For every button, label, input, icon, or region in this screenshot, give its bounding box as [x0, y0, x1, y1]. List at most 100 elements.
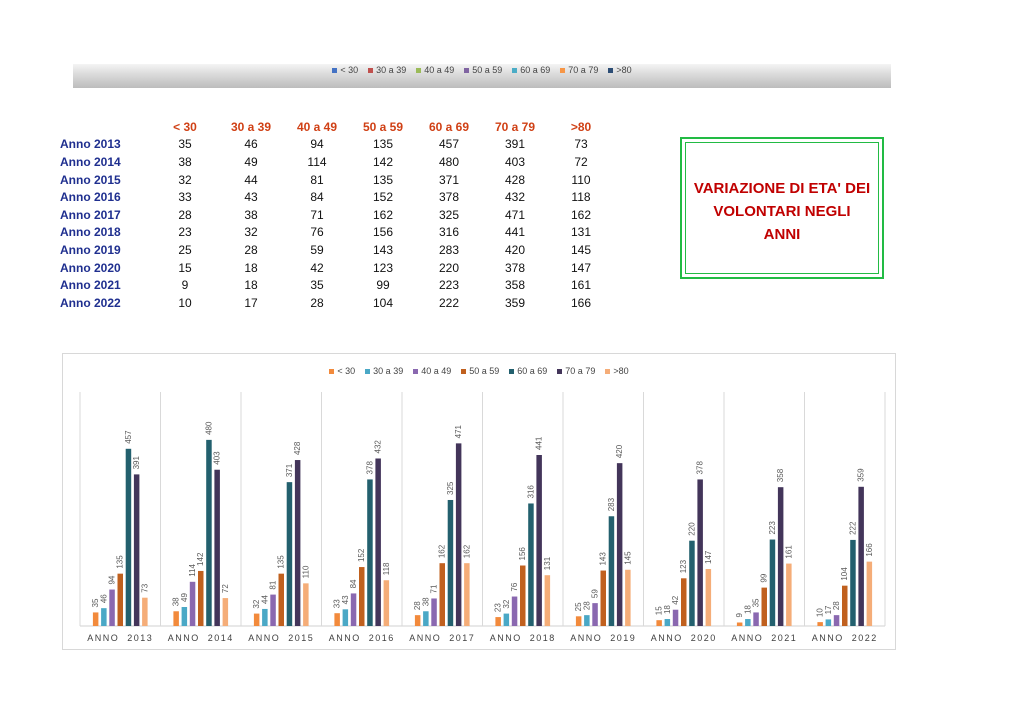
bar	[503, 613, 510, 626]
table-cell: 152	[372, 190, 394, 205]
chart-legend-swatch	[509, 368, 515, 374]
bar	[173, 611, 179, 626]
title-box: VARIAZIONE DI ETA' DEI VOLONTARI NEGLI A…	[680, 137, 884, 279]
bar-value-label: 18	[743, 605, 752, 614]
bar	[181, 607, 188, 626]
bar-value-label: 283	[607, 497, 616, 511]
bar	[600, 570, 606, 626]
table-cell: 35	[310, 278, 324, 293]
x-tick-label: ANNO 2017	[409, 633, 475, 643]
bar	[584, 615, 590, 626]
table-cell: 441	[504, 225, 526, 240]
bar	[375, 458, 381, 626]
table-cell: 73	[574, 137, 588, 152]
top-legend-swatch	[332, 67, 338, 73]
bar	[625, 569, 631, 626]
table-row: Anno 2013 35 46 94 135 457 391 73	[60, 136, 614, 154]
table-cell: 162	[570, 207, 592, 222]
table-row: Anno 2018 23 32 76 156 316 441 131	[60, 224, 614, 242]
top-legend-label: 40 a 49	[424, 65, 455, 75]
table-row-label: Anno 2015	[60, 172, 121, 187]
chart-legend-swatch	[461, 368, 467, 374]
table-column-header: 60 a 69	[428, 119, 470, 134]
bar	[664, 619, 671, 626]
bar-value-label: 118	[382, 562, 391, 575]
top-legend-label: 50 a 59	[472, 65, 503, 75]
table-cell: 42	[310, 260, 324, 275]
bar-value-label: 359	[857, 468, 866, 482]
table-cell: 59	[310, 242, 324, 257]
chart-legend-label: 50 a 59	[469, 366, 500, 376]
chart-legend-label: < 30	[337, 366, 356, 376]
bar-value-label: 123	[679, 559, 688, 573]
top-legend: < 30 30 a 39 40 a 49 50 a 59 60 a 69 70 a 79 >…	[73, 65, 891, 75]
chart-legend-label: 70 a 79	[565, 366, 596, 376]
x-tick-label: ANNO 2015	[248, 633, 314, 643]
bar-value-label: 43	[341, 595, 350, 604]
top-legend-swatch	[512, 67, 518, 73]
table-cell: 81	[310, 172, 324, 187]
bar-value-label: 76	[510, 582, 519, 591]
top-legend-swatch	[416, 67, 422, 73]
bar	[431, 598, 437, 626]
top-legend-item: 30 a 39	[368, 65, 406, 75]
chart-legend-item: >80	[605, 366, 629, 376]
bar	[672, 609, 679, 626]
bar	[222, 598, 229, 626]
bar	[214, 469, 220, 626]
table-cell: 94	[310, 137, 324, 152]
bar	[383, 580, 390, 626]
title-text: VARIAZIONE DI ETA' DEI VOLONTARI NEGLI A…	[693, 180, 871, 243]
chart-legend-item: 50 a 59	[461, 366, 499, 376]
bar-value-label: 143	[599, 552, 608, 566]
table-row-label: Anno 2014	[60, 154, 121, 169]
table-cell: 143	[372, 242, 394, 257]
table-row: Anno 2022 10 17 28 104 222 359 166	[60, 294, 614, 312]
table-cell: 23	[178, 225, 192, 240]
bar-value-label: 28	[413, 601, 422, 610]
bar-value-label: 94	[108, 575, 117, 584]
chart-legend-item: < 30	[329, 366, 355, 376]
table-cell: 15	[178, 260, 192, 275]
table-header-row: < 30 30 a 39 40 a 49 50 a 59 60 a 69 70 a 79 >…	[60, 118, 614, 136]
bar	[833, 615, 840, 626]
table-cell: 32	[244, 225, 258, 240]
table-cell: 131	[570, 225, 592, 240]
table-cell: 32	[178, 172, 192, 187]
chart-legend-item: 70 a 79	[557, 366, 595, 376]
bar	[342, 609, 349, 626]
table-row: Anno 2019 25 28 59 143 283 420 145	[60, 241, 614, 259]
bar	[278, 573, 284, 626]
bar	[592, 603, 598, 626]
bar	[464, 563, 470, 626]
x-tick-label: ANNO 2020	[651, 633, 717, 643]
bar-value-label: 162	[438, 544, 447, 558]
bar	[455, 443, 462, 626]
bar	[705, 569, 712, 626]
table-row-label: Anno 2016	[60, 190, 121, 205]
bar	[270, 594, 276, 626]
table-cell: 28	[310, 295, 324, 310]
bar-value-label: 403	[213, 451, 222, 465]
table-row: Anno 2021 9 18 35 99 223 358 161	[60, 276, 614, 294]
bar	[745, 619, 751, 626]
top-legend-swatch	[560, 67, 566, 73]
table-cell: 35	[178, 137, 192, 152]
table-cell: 49	[244, 154, 258, 169]
table-cell: 33	[178, 190, 192, 205]
bar	[511, 596, 518, 626]
table-cell: 480	[438, 154, 460, 169]
bar	[786, 563, 792, 626]
table-cell: 46	[244, 137, 258, 152]
top-legend-item: 70 a 79	[560, 65, 598, 75]
bar-value-label: 33	[333, 599, 342, 608]
table-row: Anno 2015 32 44 81 135 371 428 110	[60, 171, 614, 189]
table-corner	[60, 118, 152, 136]
table-cell: 162	[372, 207, 394, 222]
top-legend-item: < 30	[332, 65, 358, 75]
table-cell: 38	[178, 154, 192, 169]
table-cell: 223	[438, 278, 460, 293]
table-cell: 283	[438, 242, 460, 257]
bar-value-label: 38	[172, 597, 181, 606]
table-column-header: 30 a 39	[230, 119, 272, 134]
